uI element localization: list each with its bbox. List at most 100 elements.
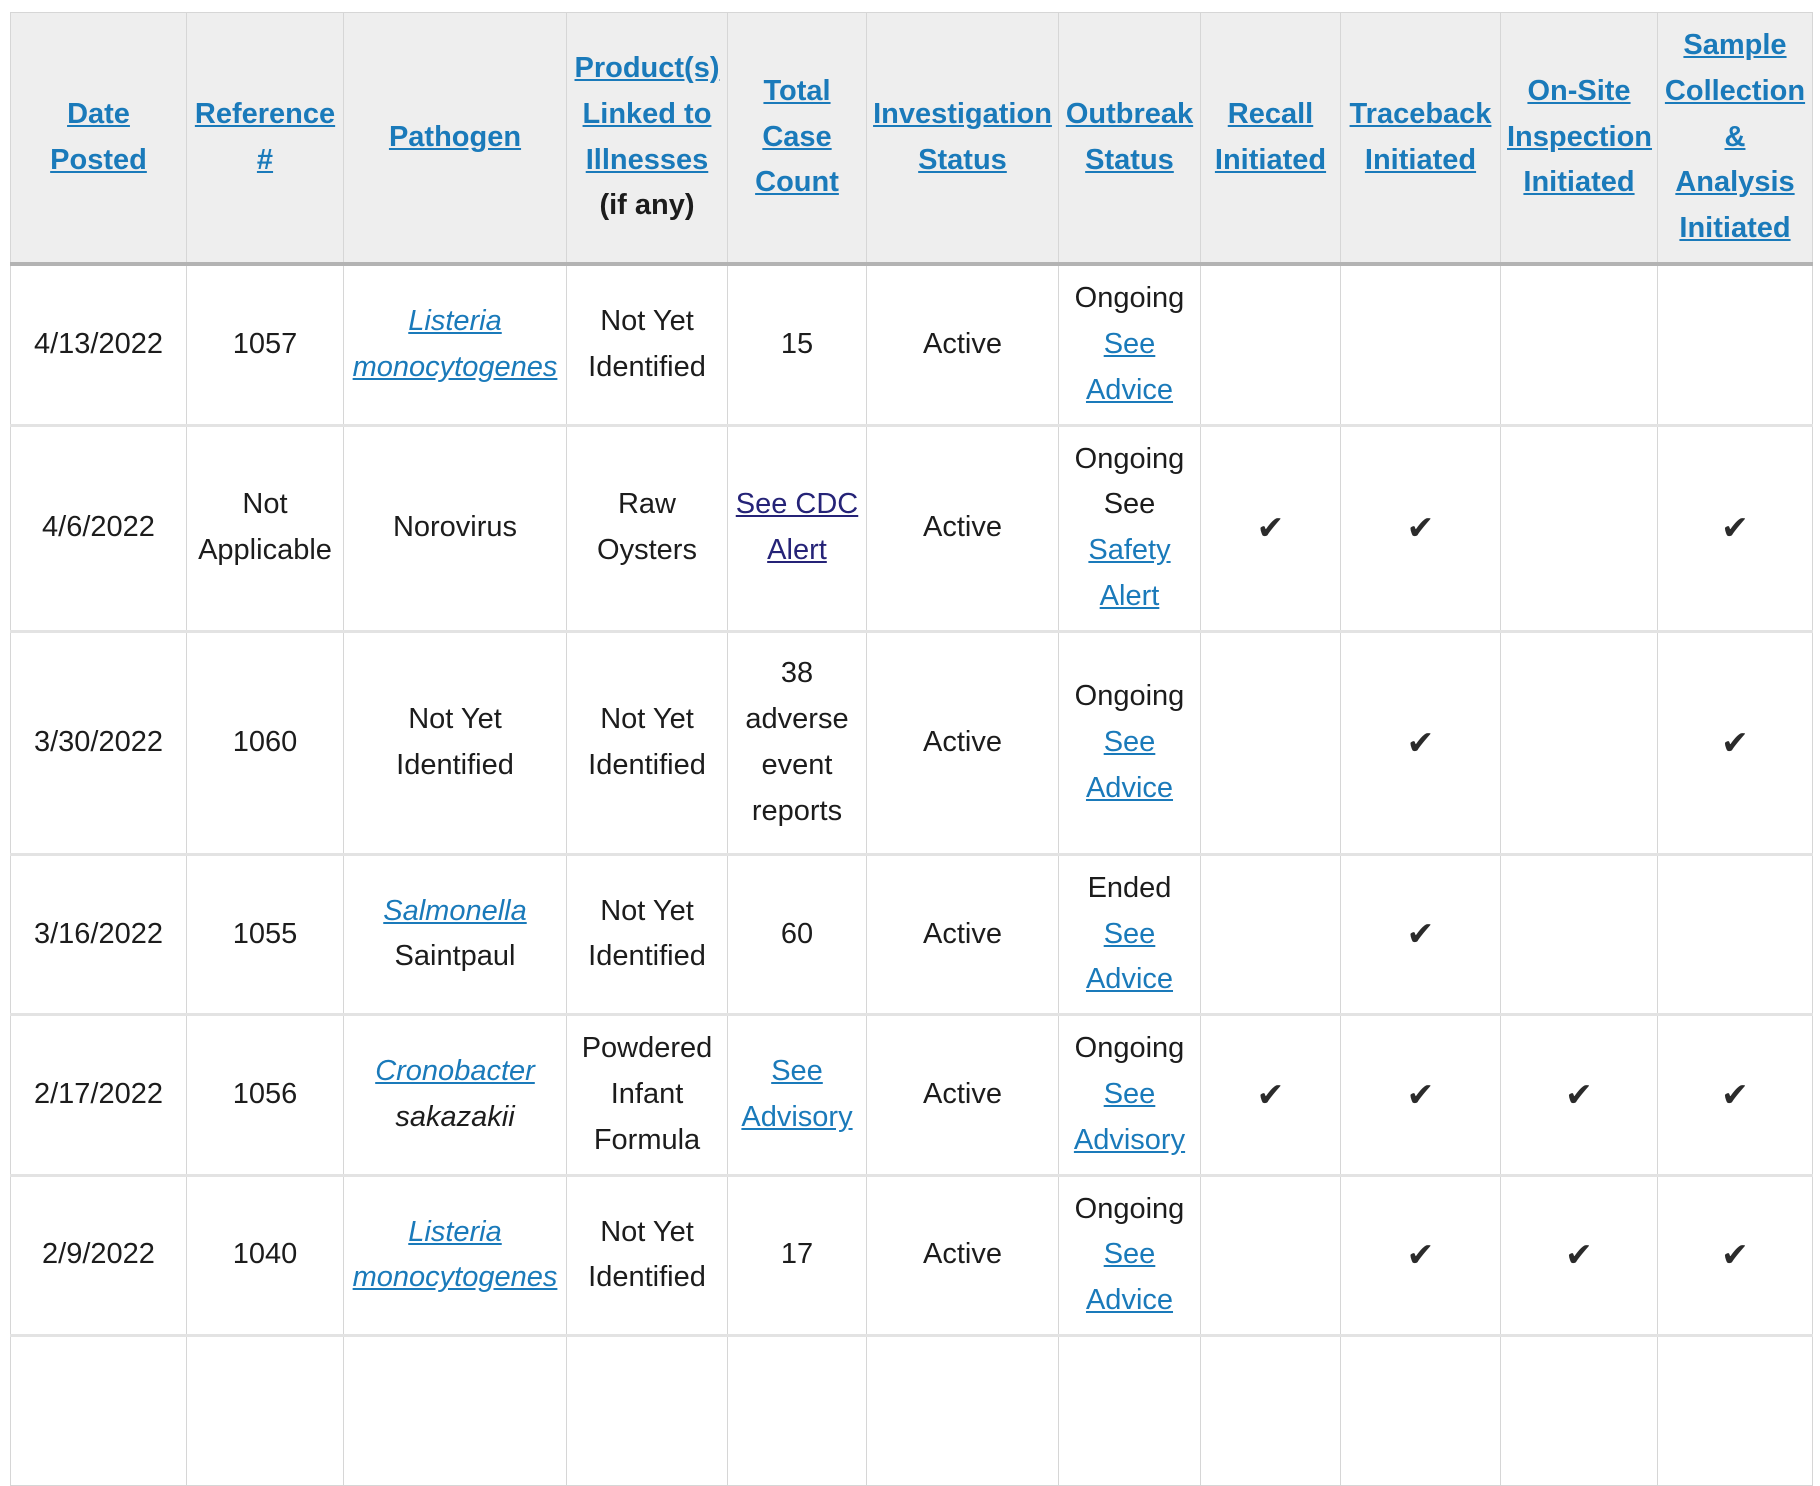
cell-empty	[186, 1334, 344, 1486]
cell-link[interactable]: Cronobacter	[375, 1055, 535, 1088]
outbreak-table: Date Posted Reference # Pathogen Product(s)…	[10, 12, 1813, 1486]
cell-empty	[10, 1334, 187, 1486]
column-header-link-product[interactable]: Product(s) Linked to Illnesses	[574, 51, 720, 176]
column-header-note: (if any)	[599, 189, 695, 222]
cell-link[interactable]: See Advice	[1085, 1238, 1174, 1317]
cell-recall_initiated	[1200, 852, 1341, 1016]
column-header-link-traceback_initiated[interactable]: Traceback Initiated	[1349, 97, 1492, 176]
cell-recall_initiated: ✔	[1200, 1013, 1341, 1176]
column-header-total_case_count: Total Case Count	[727, 12, 867, 267]
column-header-link-recall_initiated[interactable]: Recall Initiated	[1214, 97, 1327, 176]
cell-reference: 1055	[186, 852, 344, 1016]
cell-text: 17	[780, 1238, 814, 1271]
cell-sample_collection_analysis_initiated: ✔	[1657, 423, 1813, 632]
cell-sample_collection_analysis_initiated	[1657, 852, 1813, 1016]
cell-date: 2/17/2022	[10, 1013, 187, 1176]
header-row: Date Posted Reference # Pathogen Product(s)…	[10, 12, 1813, 267]
cell-link[interactable]: See Advice	[1085, 725, 1174, 804]
cell-link[interactable]: Listeria monocytogenes	[352, 1215, 558, 1294]
cell-empty	[343, 1334, 567, 1486]
cell-text: Not Yet Identified	[396, 702, 514, 781]
column-header-link-outbreak_status[interactable]: Outbreak Status	[1065, 97, 1194, 176]
cell-text: Ongoing	[1074, 1192, 1185, 1225]
table-row-partial	[10, 1334, 1813, 1486]
column-header-date: Date Posted	[10, 12, 187, 267]
cell-traceback_initiated: ✔	[1340, 1013, 1501, 1176]
cell-outbreak_status: Ongoing See Safety Alert	[1058, 423, 1201, 632]
table-row: 4/6/2022 Not Applicable Norovirus Raw Oyste…	[10, 423, 1813, 632]
cell-text: Active	[923, 1078, 1002, 1110]
cell-on_site_inspection_initiated: ✔	[1500, 1013, 1658, 1176]
check-icon: ✔	[1406, 509, 1435, 547]
column-header-link-total_case_count[interactable]: Total Case Count	[755, 74, 839, 199]
cell-text: 1057	[232, 327, 298, 360]
cell-text: Norovirus	[392, 511, 518, 544]
cell-reference: 1040	[186, 1173, 344, 1337]
cell-total_case_count: 38 adverse event reports	[727, 629, 867, 855]
cell-text: Not Applicable	[198, 488, 332, 567]
check-icon: ✔	[1256, 1075, 1285, 1113]
cell-link[interactable]: Listeria monocytogenes	[352, 304, 558, 383]
cell-on_site_inspection_initiated	[1500, 423, 1658, 632]
column-header-on_site_inspection_initiated: On-Site Inspection Initiated	[1500, 12, 1658, 267]
cell-text: 4/6/2022	[42, 511, 155, 544]
cell-investigation_status: Active	[866, 262, 1059, 426]
cell-text: Active	[923, 1238, 1002, 1271]
column-header-link-pathogen[interactable]: Pathogen	[388, 120, 522, 153]
cell-empty	[727, 1334, 867, 1486]
cell-recall_initiated	[1200, 629, 1341, 855]
cell-outbreak_status: Ongoing See Advice	[1058, 629, 1201, 855]
cell-text: 38 adverse event reports	[745, 657, 849, 827]
cell-sample_collection_analysis_initiated: ✔	[1657, 1013, 1813, 1176]
cell-product: Not Yet Identified	[566, 629, 728, 855]
cell-link[interactable]: See Advice	[1085, 917, 1174, 996]
column-header-link-investigation_status[interactable]: Investigation Status	[873, 97, 1052, 176]
check-icon: ✔	[1721, 509, 1749, 547]
cell-pathogen: Not Yet Identified	[343, 629, 567, 855]
cell-text: 1055	[232, 917, 298, 950]
cell-link[interactable]: Salmonella	[383, 894, 527, 927]
column-header-link-date[interactable]: Date Posted	[50, 97, 147, 176]
cell-traceback_initiated: ✔	[1340, 423, 1501, 632]
table-row: 4/13/2022 1057 Listeria monocytogenes Not Y…	[10, 262, 1813, 426]
check-icon: ✔	[1565, 1075, 1593, 1113]
table-row: 3/16/2022 1055 Salmonella Saintpaul Not Yet…	[10, 852, 1813, 1016]
cell-link[interactable]: See CDC Alert	[735, 488, 859, 567]
cell-link[interactable]: See Advice	[1085, 327, 1174, 406]
cell-text: Raw Oysters	[597, 488, 697, 567]
cell-date: 4/13/2022	[10, 262, 187, 426]
cell-empty	[1657, 1334, 1813, 1486]
check-icon: ✔	[1406, 915, 1435, 953]
table-row: 2/9/2022 1040 Listeria monocytogenes Not Ye…	[10, 1173, 1813, 1337]
cell-text: Ongoing	[1074, 1032, 1185, 1065]
outbreak-table-container: Date Posted Reference # Pathogen Product(s)…	[10, 12, 1813, 1486]
cell-text: Ongoing See	[1074, 442, 1185, 521]
cell-product: Not Yet Identified	[566, 262, 728, 426]
cell-investigation_status: Active	[866, 423, 1059, 632]
check-icon: ✔	[1721, 1236, 1749, 1274]
cell-empty	[566, 1334, 728, 1486]
cell-total_case_count: See CDC Alert	[727, 423, 867, 632]
cell-reference: 1057	[186, 262, 344, 426]
cell-date: 3/30/2022	[10, 629, 187, 855]
cell-empty	[866, 1334, 1059, 1486]
cell-product: Raw Oysters	[566, 423, 728, 632]
cell-pathogen: Norovirus	[343, 423, 567, 632]
check-icon: ✔	[1721, 723, 1749, 761]
column-header-link-sample_collection_analysis_initiated[interactable]: Sample Collection & Analysis Initiated	[1664, 29, 1806, 245]
cell-link[interactable]: Safety Alert	[1088, 534, 1171, 612]
column-header-link-reference[interactable]: Reference #	[194, 97, 336, 176]
cell-text: Active	[923, 917, 1002, 950]
cell-text: 3/16/2022	[33, 917, 163, 950]
column-header-investigation_status: Investigation Status	[866, 12, 1059, 267]
cell-link[interactable]: See Advisory	[1073, 1078, 1186, 1156]
cell-traceback_initiated	[1340, 262, 1501, 426]
cell-date: 2/9/2022	[10, 1173, 187, 1337]
column-header-link-on_site_inspection_initiated[interactable]: On-Site Inspection Initiated	[1507, 74, 1653, 199]
cell-text: Active	[923, 511, 1002, 544]
cell-link[interactable]: See Advisory	[741, 1055, 853, 1133]
cell-investigation_status: Active	[866, 1173, 1059, 1337]
cell-reference: Not Applicable	[186, 423, 344, 632]
column-header-reference: Reference #	[186, 12, 344, 267]
cell-text: Active	[923, 725, 1002, 758]
